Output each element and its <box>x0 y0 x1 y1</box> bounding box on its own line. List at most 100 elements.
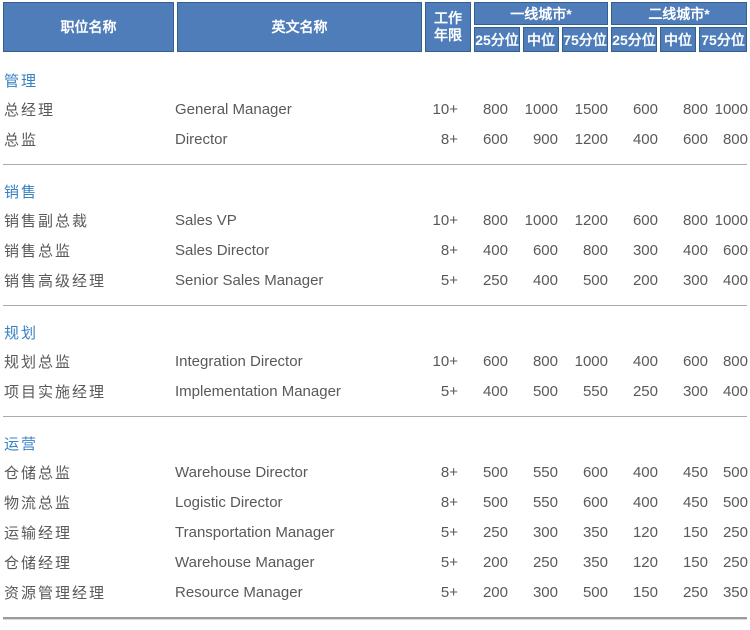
table-row: 运输经理 Transportation Manager 5+ 250 300 350 120… <box>0 517 750 547</box>
table-row: 销售高级经理 Senior Sales Manager 5+ 250 400 500 200… <box>0 265 750 295</box>
position-cell: 规划总监 <box>4 353 73 371</box>
section-title: 销售 <box>4 184 39 201</box>
value-cell: 300 <box>532 523 558 541</box>
table-row: 总经理 General Manager 10+ 800 1000 1500 600 800 10… <box>0 94 750 124</box>
value-cell: 120 <box>632 523 658 541</box>
section-divider <box>3 617 747 620</box>
value-cell: 300 <box>682 271 708 289</box>
english-cell: Warehouse Director <box>175 463 308 481</box>
table-row: 销售总监 Sales Director 8+ 400 600 800 300 400 600 <box>0 235 750 265</box>
table-row: 总监 Director 8+ 600 900 1200 400 600 800 <box>0 124 750 154</box>
value-cell: 600 <box>582 493 608 511</box>
years-cell: 8+ <box>440 130 458 148</box>
position-cell: 物流总监 <box>4 494 73 512</box>
value-cell: 500 <box>482 463 508 481</box>
english-cell: Transportation Manager <box>175 523 335 541</box>
years-cell: 5+ <box>440 583 458 601</box>
table-row: 资源管理经理 Resource Manager 5+ 200 300 500 150 250 3… <box>0 577 750 607</box>
section-table: 仓储总监 Warehouse Director 8+ 500 550 600 400 450 5… <box>0 457 750 607</box>
value-cell: 600 <box>682 352 708 370</box>
value-cell: 400 <box>722 382 748 400</box>
value-cell: 400 <box>632 493 658 511</box>
value-cell: 600 <box>582 463 608 481</box>
value-cell: 800 <box>682 100 708 118</box>
value-cell: 400 <box>632 463 658 481</box>
section-table: 规划总监 Integration Director 10+ 600 800 1000 400… <box>0 346 750 406</box>
table-row: 规划总监 Integration Director 10+ 600 800 1000 400… <box>0 346 750 376</box>
section-divider <box>3 164 747 165</box>
salary-section: 规划 规划总监 Integration Director 10+ 600 800 1000 4… <box>0 322 750 417</box>
english-cell: General Manager <box>175 100 292 118</box>
value-cell: 600 <box>632 100 658 118</box>
value-cell: 120 <box>632 553 658 571</box>
value-cell: 500 <box>582 271 608 289</box>
english-cell: Senior Sales Manager <box>175 271 324 289</box>
value-cell: 1200 <box>574 211 608 229</box>
section-divider <box>3 305 747 306</box>
value-cell: 800 <box>482 100 508 118</box>
table-row: 仓储总监 Warehouse Director 8+ 500 550 600 400 450 5… <box>0 457 750 487</box>
value-cell: 350 <box>582 553 608 571</box>
english-cell: Sales Director <box>175 241 270 259</box>
value-cell: 500 <box>482 493 508 511</box>
position-cell: 项目实施经理 <box>4 383 107 401</box>
salary-table-header: 职位名称 英文名称 工作 年限 一线城市* 二线城市* 25分位 中位 75分位… <box>0 0 750 54</box>
english-cell: Implementation Manager <box>175 382 341 400</box>
value-cell: 800 <box>582 241 608 259</box>
value-cell: 1000 <box>574 352 608 370</box>
position-cell: 运输经理 <box>4 524 73 542</box>
header-position-column: 职位名称 <box>3 2 174 52</box>
header-tier2-median: 中位 <box>660 27 697 52</box>
value-cell: 150 <box>632 583 658 601</box>
years-cell: 8+ <box>440 241 458 259</box>
value-cell: 250 <box>722 553 748 571</box>
value-cell: 1000 <box>524 211 558 229</box>
sections-container: 管理总经理 General Manager 10+ 800 1000 1500 600 800… <box>0 70 750 620</box>
header-english-column: 英文名称 <box>177 2 422 52</box>
value-cell: 500 <box>722 493 748 511</box>
value-cell: 250 <box>482 523 508 541</box>
value-cell: 800 <box>682 211 708 229</box>
years-cell: 5+ <box>440 382 458 400</box>
table-row: 项目实施经理 Implementation Manager 5+ 400 500 550 2… <box>0 376 750 406</box>
value-cell: 250 <box>482 271 508 289</box>
value-cell: 1000 <box>714 100 748 118</box>
position-cell: 资源管理经理 <box>4 584 107 602</box>
value-cell: 1200 <box>574 130 608 148</box>
value-cell: 500 <box>582 583 608 601</box>
section-table: 总经理 General Manager 10+ 800 1000 1500 600 800 10… <box>0 94 750 154</box>
table-row: 仓储经理 Warehouse Manager 5+ 200 250 350 120 150 25… <box>0 547 750 577</box>
value-cell: 1000 <box>524 100 558 118</box>
years-cell: 10+ <box>432 352 458 370</box>
english-cell: Resource Manager <box>175 583 303 601</box>
value-cell: 300 <box>632 241 658 259</box>
salary-section: 运营 仓储总监 Warehouse Director 8+ 500 550 600 400 45… <box>0 433 750 620</box>
header-tier2-group: 二线城市* <box>611 2 748 25</box>
value-cell: 300 <box>682 382 708 400</box>
section-title: 管理 <box>4 73 39 90</box>
years-cell: 10+ <box>432 211 458 229</box>
value-cell: 550 <box>532 493 558 511</box>
value-cell: 350 <box>582 523 608 541</box>
value-cell: 500 <box>532 382 558 400</box>
section-table: 销售副总裁 Sales VP 10+ 800 1000 1200 600 800 1000 销售总… <box>0 205 750 295</box>
value-cell: 600 <box>482 130 508 148</box>
value-cell: 800 <box>532 352 558 370</box>
position-cell: 总经理 <box>4 101 56 119</box>
value-cell: 250 <box>682 583 708 601</box>
value-cell: 1500 <box>574 100 608 118</box>
header-tier2-p75: 75分位 <box>699 27 748 52</box>
position-cell: 总监 <box>4 131 39 149</box>
value-cell: 200 <box>632 271 658 289</box>
value-cell: 1000 <box>714 211 748 229</box>
value-cell: 600 <box>632 211 658 229</box>
years-cell: 8+ <box>440 463 458 481</box>
table-row: 销售副总裁 Sales VP 10+ 800 1000 1200 600 800 1000 <box>0 205 750 235</box>
years-cell: 8+ <box>440 493 458 511</box>
value-cell: 550 <box>532 463 558 481</box>
position-cell: 仓储经理 <box>4 554 73 572</box>
value-cell: 600 <box>482 352 508 370</box>
value-cell: 550 <box>582 382 608 400</box>
years-cell: 5+ <box>440 523 458 541</box>
value-cell: 450 <box>682 493 708 511</box>
